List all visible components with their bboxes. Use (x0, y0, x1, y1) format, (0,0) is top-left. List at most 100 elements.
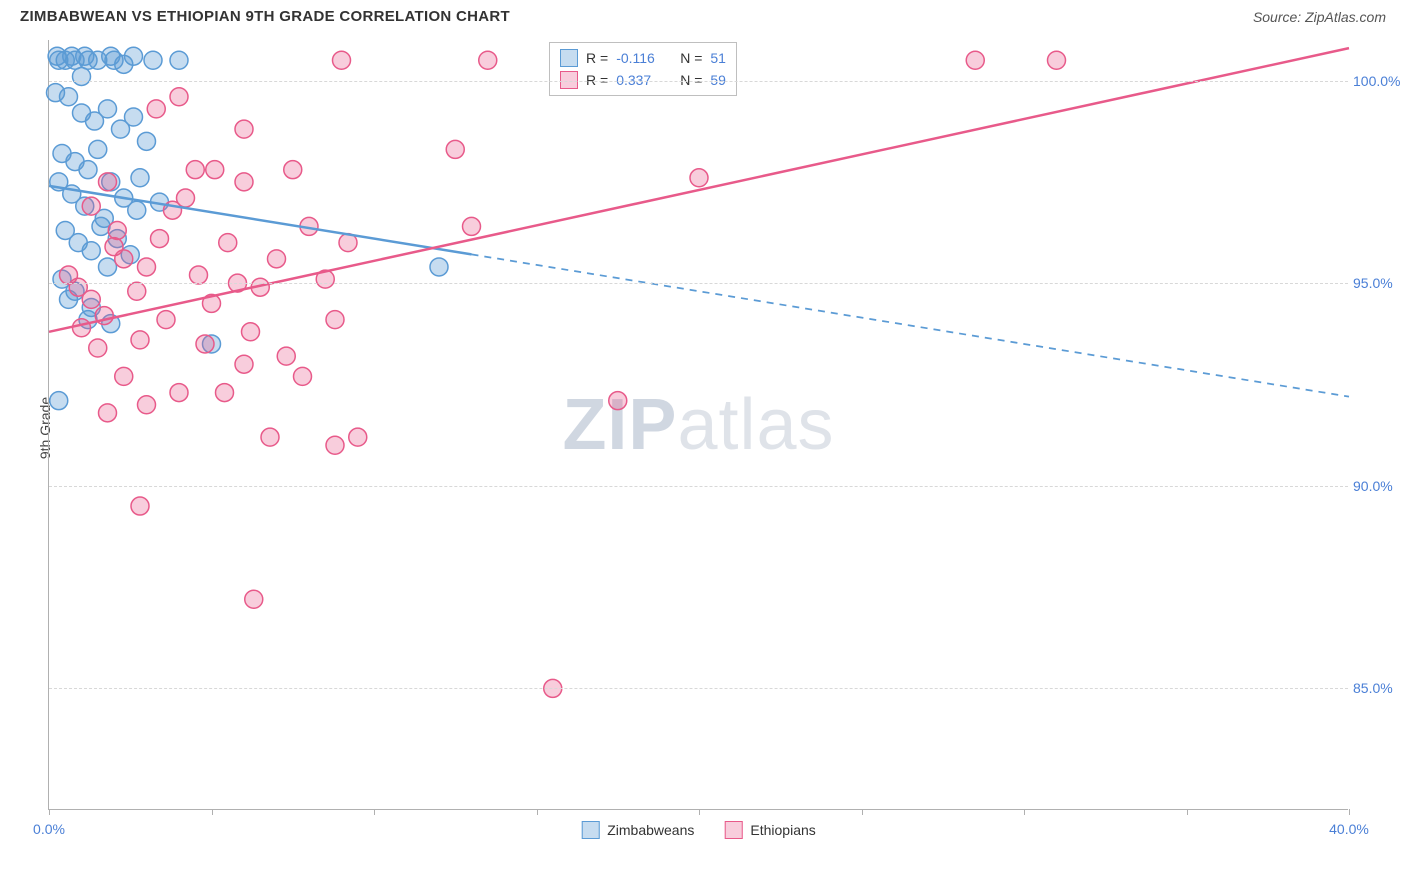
scatter-point (89, 140, 107, 158)
scatter-point (235, 355, 253, 373)
x-tick (212, 809, 213, 815)
gridline (49, 81, 1348, 82)
scatter-point (138, 258, 156, 276)
scatter-svg (49, 40, 1348, 809)
scatter-point (144, 51, 162, 69)
gridline (49, 283, 1348, 284)
scatter-point (196, 335, 214, 353)
scatter-point (170, 384, 188, 402)
scatter-point (147, 100, 165, 118)
scatter-point (131, 497, 149, 515)
scatter-point (242, 323, 260, 341)
scatter-point (235, 173, 253, 191)
scatter-point (138, 396, 156, 414)
scatter-point (76, 47, 94, 65)
y-tick-label: 85.0% (1353, 680, 1406, 696)
scatter-point (206, 161, 224, 179)
scatter-point (82, 197, 100, 215)
x-tick (1024, 809, 1025, 815)
series-legend-label: Ethiopians (750, 822, 815, 838)
legend-row: R =-0.116N =51 (560, 47, 726, 69)
scatter-point (219, 234, 237, 252)
scatter-point (326, 311, 344, 329)
scatter-point (463, 217, 481, 235)
scatter-point (216, 384, 234, 402)
series-legend-label: Zimbabweans (607, 822, 694, 838)
scatter-point (73, 319, 91, 337)
scatter-point (245, 590, 263, 608)
legend-n-value: 51 (710, 50, 726, 66)
scatter-point (186, 161, 204, 179)
scatter-point (108, 221, 126, 239)
scatter-point (89, 339, 107, 357)
x-tick (699, 809, 700, 815)
x-tick (1187, 809, 1188, 815)
scatter-point (170, 51, 188, 69)
scatter-point (102, 47, 120, 65)
scatter-point (50, 392, 68, 410)
scatter-point (128, 282, 146, 300)
x-tick-label: 40.0% (1329, 821, 1369, 837)
scatter-point (294, 367, 312, 385)
scatter-point (73, 67, 91, 85)
scatter-point (99, 404, 117, 422)
scatter-point (60, 88, 78, 106)
scatter-point (125, 108, 143, 126)
x-tick (374, 809, 375, 815)
scatter-point (349, 428, 367, 446)
scatter-point (131, 331, 149, 349)
scatter-point (333, 51, 351, 69)
legend-swatch (560, 49, 578, 67)
scatter-point (277, 347, 295, 365)
legend-r-label: R = (586, 50, 608, 66)
scatter-point (125, 47, 143, 65)
scatter-point (268, 250, 286, 268)
scatter-point (131, 169, 149, 187)
x-tick (862, 809, 863, 815)
scatter-point (82, 242, 100, 260)
gridline (49, 688, 1348, 689)
y-tick-label: 100.0% (1353, 73, 1406, 89)
scatter-point (151, 230, 169, 248)
gridline (49, 486, 1348, 487)
scatter-point (326, 436, 344, 454)
scatter-point (99, 100, 117, 118)
correlation-legend: R =-0.116N =51R =0.337N =59 (549, 42, 737, 96)
scatter-point (479, 51, 497, 69)
legend-r-value: -0.116 (616, 50, 666, 66)
series-legend-item: Ethiopians (724, 821, 815, 839)
scatter-point (128, 201, 146, 219)
y-tick-label: 90.0% (1353, 478, 1406, 494)
trend-line-dashed (472, 254, 1350, 396)
scatter-point (138, 132, 156, 150)
scatter-point (190, 266, 208, 284)
x-tick-label: 0.0% (33, 821, 65, 837)
legend-swatch (581, 821, 599, 839)
scatter-point (115, 250, 133, 268)
scatter-point (284, 161, 302, 179)
scatter-point (609, 392, 627, 410)
x-tick (49, 809, 50, 815)
scatter-point (79, 161, 97, 179)
scatter-point (690, 169, 708, 187)
scatter-point (99, 258, 117, 276)
scatter-point (177, 189, 195, 207)
x-tick (1349, 809, 1350, 815)
plot-area: ZIPatlas R =-0.116N =51R =0.337N =59 Zim… (48, 40, 1348, 810)
x-tick (537, 809, 538, 815)
series-legend-item: Zimbabweans (581, 821, 694, 839)
scatter-point (1048, 51, 1066, 69)
scatter-point (82, 290, 100, 308)
scatter-point (261, 428, 279, 446)
legend-swatch (724, 821, 742, 839)
scatter-point (966, 51, 984, 69)
y-tick-label: 95.0% (1353, 275, 1406, 291)
scatter-point (99, 173, 117, 191)
scatter-point (115, 367, 133, 385)
scatter-point (235, 120, 253, 138)
series-legend: Zimbabweans Ethiopians (581, 821, 816, 839)
scatter-point (170, 88, 188, 106)
scatter-point (446, 140, 464, 158)
scatter-point (157, 311, 175, 329)
scatter-point (430, 258, 448, 276)
